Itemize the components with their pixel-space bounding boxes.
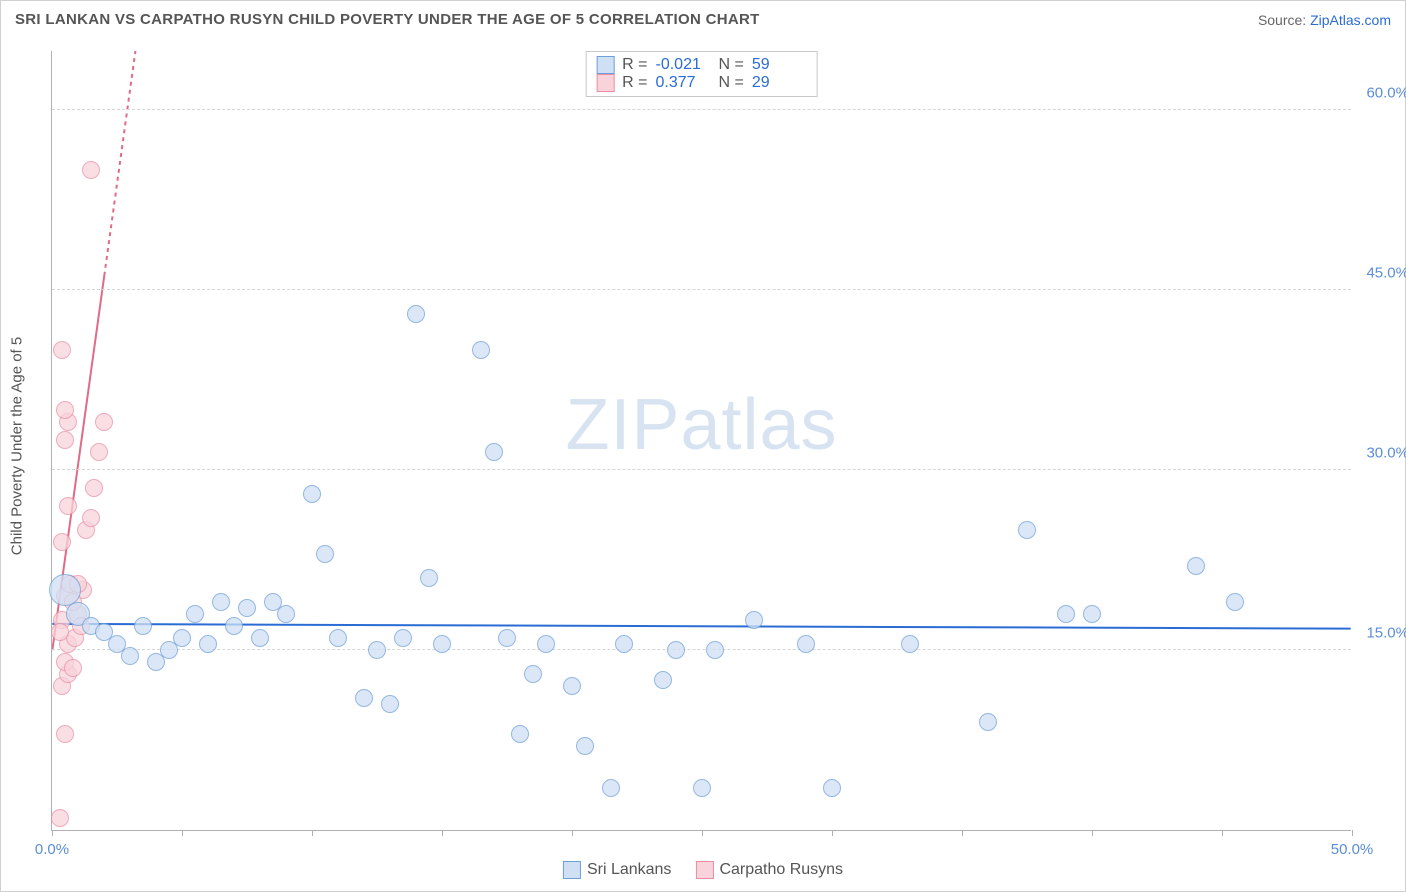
data-point xyxy=(85,479,103,497)
data-point xyxy=(472,341,490,359)
data-point xyxy=(563,677,581,695)
gridline xyxy=(52,289,1351,290)
swatch-carpatho-rusyns xyxy=(695,861,713,879)
gridline xyxy=(52,109,1351,110)
data-point xyxy=(64,659,82,677)
data-point xyxy=(82,161,100,179)
data-point xyxy=(90,443,108,461)
swatch-carpatho-rusyns xyxy=(596,74,614,92)
stats-row-carpatho-rusyns: R = 0.377 N = 29 xyxy=(596,74,807,92)
data-point xyxy=(797,635,815,653)
data-point xyxy=(511,725,529,743)
x-tick xyxy=(1352,830,1353,836)
source-link[interactable]: ZipAtlas.com xyxy=(1310,12,1391,28)
data-point xyxy=(316,545,334,563)
data-point xyxy=(355,689,373,707)
y-tick-label: 45.0% xyxy=(1366,265,1406,282)
x-tick xyxy=(1222,830,1223,836)
swatch-sri-lankans xyxy=(563,861,581,879)
data-point xyxy=(303,485,321,503)
legend-item-carpatho-rusyns: Carpatho Rusyns xyxy=(695,861,843,879)
data-point xyxy=(59,497,77,515)
data-point xyxy=(277,605,295,623)
data-point xyxy=(199,635,217,653)
data-point xyxy=(1187,557,1205,575)
data-point xyxy=(51,623,69,641)
data-point xyxy=(485,443,503,461)
x-tick-label: 0.0% xyxy=(35,841,69,858)
data-point xyxy=(667,641,685,659)
trendlines xyxy=(52,51,1351,830)
data-point xyxy=(381,695,399,713)
stats-legend: R = -0.021 N = 59 R = 0.377 N = 29 xyxy=(585,51,818,97)
plot-area: ZIPatlas R = -0.021 N = 59 R = 0.377 N =… xyxy=(51,51,1351,831)
data-point xyxy=(654,671,672,689)
data-point xyxy=(251,629,269,647)
data-point xyxy=(1083,605,1101,623)
gridline xyxy=(52,469,1351,470)
chart-title: SRI LANKAN VS CARPATHO RUSYN CHILD POVER… xyxy=(15,11,760,28)
data-point xyxy=(1018,521,1036,539)
data-point xyxy=(433,635,451,653)
swatch-sri-lankans xyxy=(596,56,614,74)
y-axis-label: Child Poverty Under the Age of 5 xyxy=(9,337,26,555)
data-point xyxy=(368,641,386,659)
data-point xyxy=(225,617,243,635)
data-point xyxy=(537,635,555,653)
data-point xyxy=(186,605,204,623)
data-point xyxy=(524,665,542,683)
data-point xyxy=(693,779,711,797)
x-tick xyxy=(572,830,573,836)
data-point xyxy=(238,599,256,617)
data-point xyxy=(420,569,438,587)
data-point xyxy=(51,809,69,827)
x-tick xyxy=(1092,830,1093,836)
x-tick xyxy=(52,830,53,836)
data-point xyxy=(82,509,100,527)
data-point xyxy=(212,593,230,611)
data-point xyxy=(615,635,633,653)
data-point xyxy=(407,305,425,323)
data-point xyxy=(56,725,74,743)
y-tick-label: 15.0% xyxy=(1366,625,1406,642)
data-point xyxy=(706,641,724,659)
data-point xyxy=(602,779,620,797)
data-point xyxy=(394,629,412,647)
x-tick xyxy=(312,830,313,836)
data-point xyxy=(173,629,191,647)
x-tick xyxy=(962,830,963,836)
data-point xyxy=(498,629,516,647)
data-point xyxy=(121,647,139,665)
x-tick xyxy=(832,830,833,836)
x-tick xyxy=(442,830,443,836)
source-label: Source: ZipAtlas.com xyxy=(1258,12,1391,28)
y-tick-label: 30.0% xyxy=(1366,445,1406,462)
data-point xyxy=(901,635,919,653)
data-point xyxy=(95,413,113,431)
x-tick xyxy=(182,830,183,836)
legend-item-sri-lankans: Sri Lankans xyxy=(563,861,672,879)
data-point xyxy=(576,737,594,755)
data-point xyxy=(823,779,841,797)
x-tick-label: 50.0% xyxy=(1331,841,1374,858)
x-tick xyxy=(702,830,703,836)
data-point xyxy=(1057,605,1075,623)
y-tick-label: 60.0% xyxy=(1366,85,1406,102)
series-legend: Sri Lankans Carpatho Rusyns xyxy=(563,861,843,879)
data-point xyxy=(1226,593,1244,611)
data-point xyxy=(134,617,152,635)
data-point xyxy=(56,431,74,449)
gridline xyxy=(52,649,1351,650)
watermark: ZIPatlas xyxy=(565,384,837,466)
data-point xyxy=(979,713,997,731)
stats-row-sri-lankans: R = -0.021 N = 59 xyxy=(596,56,807,74)
data-point xyxy=(329,629,347,647)
data-point xyxy=(53,341,71,359)
data-point xyxy=(53,533,71,551)
data-point xyxy=(745,611,763,629)
data-point xyxy=(56,401,74,419)
